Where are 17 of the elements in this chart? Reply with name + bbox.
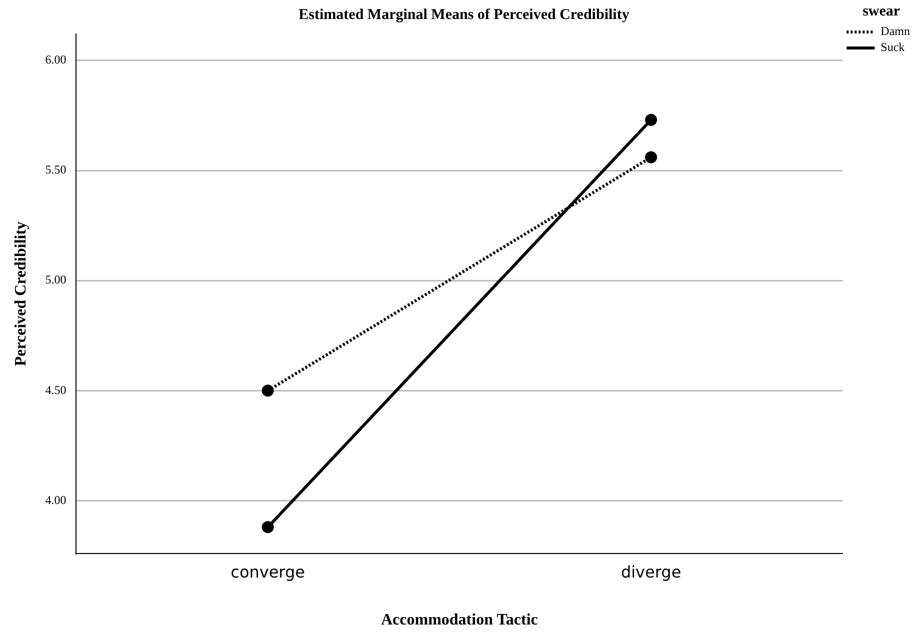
y-axis-title: Perceived Credibility bbox=[12, 221, 30, 366]
legend-title: swear bbox=[862, 3, 900, 20]
point bbox=[645, 151, 658, 164]
y-tick-label: 4.50 bbox=[45, 382, 66, 397]
legend-label: Damn bbox=[880, 24, 910, 38]
legend-label: Suck bbox=[880, 40, 905, 54]
point bbox=[645, 114, 658, 126]
point bbox=[262, 521, 274, 534]
x-tick-label: diverge bbox=[620, 562, 682, 582]
x-tick-label: converge bbox=[230, 562, 305, 582]
chart-title: Estimated Marginal Means of Perceived Credibility bbox=[298, 6, 630, 23]
y-tick-label: 5.00 bbox=[45, 272, 66, 287]
y-tick-label: 4.00 bbox=[45, 492, 66, 507]
point bbox=[262, 384, 274, 397]
y-tick-label: 5.50 bbox=[45, 162, 66, 177]
x-axis-title: Accommodation Tactic bbox=[381, 612, 538, 629]
y-tick-label: 6.00 bbox=[45, 52, 66, 67]
